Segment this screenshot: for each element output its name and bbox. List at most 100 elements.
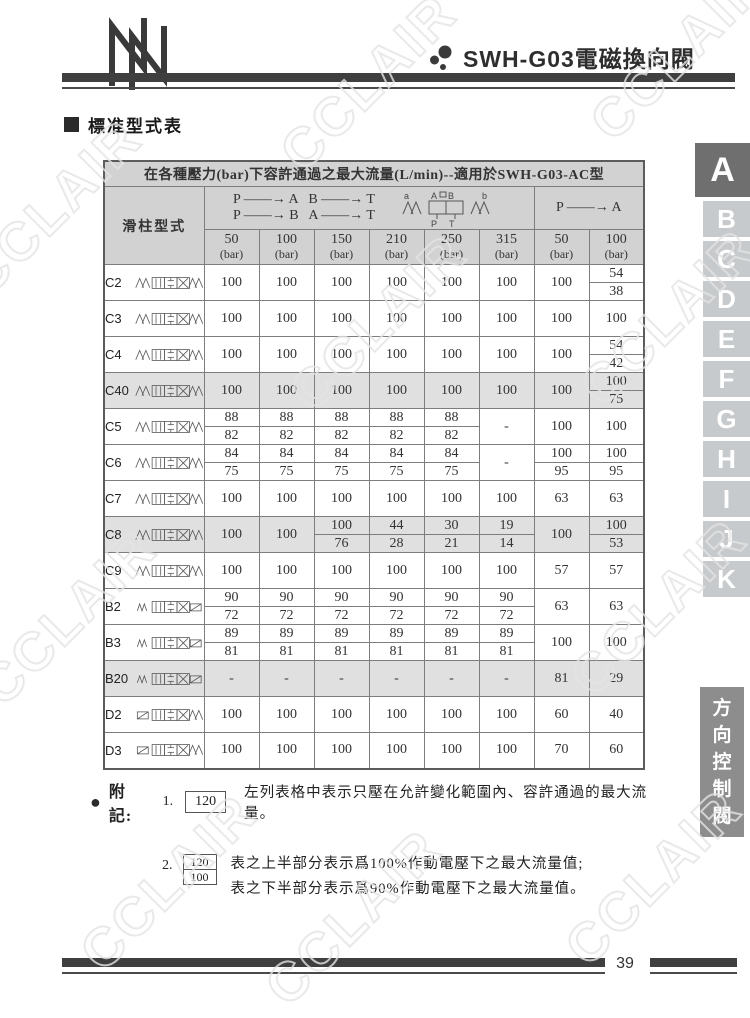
- row-label: B20: [105, 671, 129, 686]
- tab-i[interactable]: I: [703, 481, 750, 517]
- flow-path-line: P ——→ B A ——→ T: [233, 208, 375, 223]
- table-cell: 100: [203, 732, 260, 769]
- table-cell: 19 14: [478, 516, 535, 553]
- table-cell: 100: [258, 516, 315, 553]
- table-cell: 100: [203, 696, 260, 733]
- table-cell: 100: [588, 624, 645, 661]
- spool-symbol-icon: [136, 744, 204, 757]
- tab-k[interactable]: K: [703, 561, 750, 597]
- spool-symbol-icon: [135, 492, 204, 505]
- table-title-row: 在各種壓力(bar)下容許通過之最大流量(L/min)--適用於SWH-G03-…: [103, 160, 645, 187]
- pressure-header-cell: 210 (bar): [368, 229, 425, 265]
- table-cell: 100: [478, 732, 535, 769]
- spool-symbol-icon: [136, 600, 202, 613]
- table-cell: 90 72: [313, 588, 370, 625]
- pressure-header-cell: 50 (bar): [203, 229, 260, 265]
- table-cell: 88 82: [423, 408, 480, 445]
- notes-section: ● 附記: 1. 120 左列表格中表示只壓在允許變化範圍內、容許通過的最大流量…: [90, 778, 650, 902]
- table-row: B20- - - - - -81 29: [103, 660, 645, 697]
- dots-icon: [430, 45, 452, 70]
- table-cell: 100 95: [533, 444, 590, 481]
- table-cell: 63: [533, 588, 590, 625]
- note-1-text: 左列表格中表示只壓在允許變化範圍內、容許通過的最大流量。: [244, 785, 648, 822]
- table-cell: 100: [533, 408, 590, 445]
- table-cell: 100: [478, 696, 535, 733]
- table-cell: 100: [258, 732, 315, 769]
- row-label: B3: [105, 635, 121, 650]
- notes-label: 附記:: [108, 784, 133, 825]
- section-title: 標准型式表: [88, 117, 183, 136]
- table-row: C3 100 100 100 100 100 100 100 100: [103, 300, 645, 337]
- table-cell: 100: [258, 300, 315, 337]
- row-header-cell: C7: [103, 480, 205, 517]
- table-cell: 100: [478, 336, 535, 373]
- category-side-label: 方向控制閥: [700, 687, 744, 837]
- tab-a[interactable]: A: [695, 143, 750, 197]
- table-cell: 40: [588, 696, 645, 733]
- row-label: C8: [105, 527, 122, 542]
- bullet-icon: ●: [90, 791, 101, 812]
- table-cell: 100: [258, 336, 315, 373]
- table-cell: 89 81: [313, 624, 370, 661]
- tab-c[interactable]: C: [703, 241, 750, 277]
- square-bullet-icon: [64, 117, 79, 132]
- table-cell: 90 72: [423, 588, 480, 625]
- table-cell: 100: [423, 480, 480, 517]
- tab-e[interactable]: E: [703, 321, 750, 357]
- table-cell: 100 76: [313, 516, 370, 553]
- tab-g[interactable]: G: [703, 401, 750, 437]
- group-header-pa: P ——→ A: [533, 186, 645, 230]
- table-cell: 100: [478, 372, 535, 409]
- table-cell: 100: [533, 372, 590, 409]
- tab-j[interactable]: J: [703, 521, 750, 557]
- tab-d[interactable]: D: [703, 281, 750, 317]
- tab-b[interactable]: B: [703, 201, 750, 237]
- table-cell: 100: [313, 372, 370, 409]
- table-cell: 89 81: [368, 624, 425, 661]
- table-title: 在各種壓力(bar)下容許通過之最大流量(L/min)--適用於SWH-G03-…: [103, 160, 645, 187]
- table-cell: -: [203, 660, 260, 697]
- section-title-row: 標准型式表: [64, 112, 183, 137]
- table-cell: 100: [588, 300, 645, 337]
- table-cell: -: [478, 408, 535, 445]
- header-rule-thin: [62, 87, 735, 89]
- side-label-char: 制: [712, 778, 732, 800]
- pressure-header-row: 50 (bar) 100 (bar) 150 (bar) 210 (bar) 250 (bar) 3…: [104, 229, 645, 265]
- table-cell: -: [313, 660, 370, 697]
- table-row: C7 100 100 100 100 100 100 63 63: [103, 480, 645, 517]
- svg-text:B: B: [448, 191, 454, 201]
- row-header-cell: C40: [103, 372, 205, 409]
- table-row: C8 100 100 100 76 44 28 30 21 19 14 100 100 53: [103, 516, 645, 553]
- table-cell: 100: [423, 552, 480, 589]
- flow-value-split-box: 120 100: [182, 854, 217, 885]
- table-cell: 100: [203, 372, 260, 409]
- note-item-2: 2. 120 100 表之上半部分表示爲100%作動電壓下之最大流量值; 表之下…: [162, 852, 650, 902]
- table-cell: 100: [313, 732, 370, 769]
- table-cell: 100: [423, 300, 480, 337]
- table-cell: 100: [423, 732, 480, 769]
- svg-text:a: a: [404, 191, 409, 201]
- tab-f[interactable]: F: [703, 361, 750, 397]
- row-label: C4: [105, 347, 122, 362]
- row-header-cell: C5: [103, 408, 205, 445]
- pressure-header-cell: 250 (bar): [423, 229, 480, 265]
- side-label-char: 閥: [712, 805, 732, 827]
- table-cell: 88 82: [368, 408, 425, 445]
- table-cell: 100: [478, 552, 535, 589]
- flow-value-box: 120: [185, 791, 227, 813]
- tab-h[interactable]: H: [703, 441, 750, 477]
- row-header-cell: C6: [103, 444, 205, 481]
- table-row: C5 88 82 88 82 88 82 88 82 88 82-100 100: [103, 408, 645, 445]
- pressure-header-cell: 50 (bar): [533, 229, 590, 265]
- table-cell: 100: [313, 696, 370, 733]
- row-label: C5: [105, 419, 122, 434]
- spool-symbol-icon: [136, 708, 204, 721]
- row-header-cell: C9: [103, 552, 205, 589]
- note-2-line-2: 表之下半部分表示爲90%作動電壓下之最大流量值。: [230, 881, 586, 897]
- table-row: C2 100 100 100 100 100 100 100 54 38: [103, 264, 645, 301]
- table-cell: 81: [533, 660, 590, 697]
- table-cell: 100: [258, 264, 315, 301]
- table-cell: 100: [478, 480, 535, 517]
- flow-table-wrapper: 在各種壓力(bar)下容許通過之最大流量(L/min)--適用於SWH-G03-…: [103, 160, 646, 770]
